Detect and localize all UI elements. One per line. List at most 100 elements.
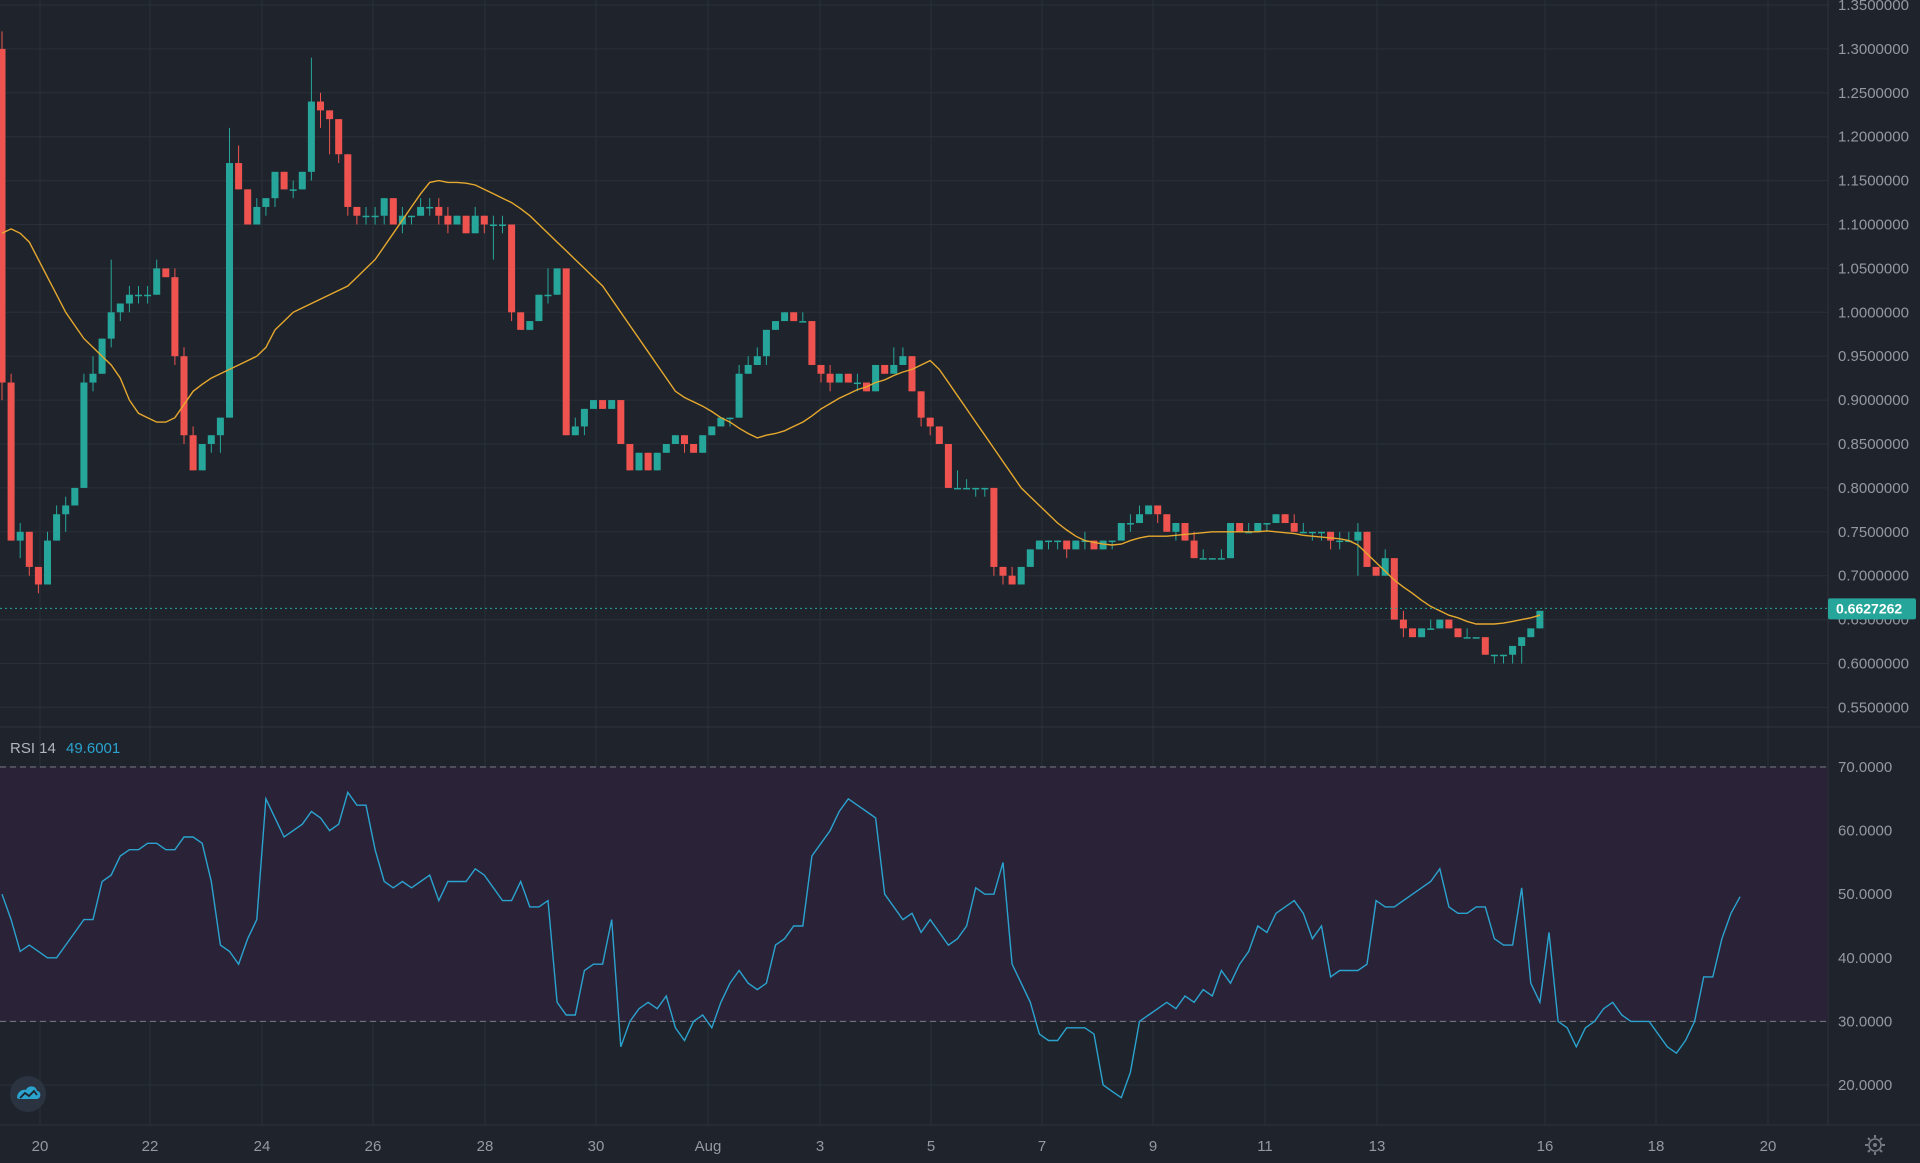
candle: [671, 435, 679, 444]
candle: [1217, 549, 1225, 560]
candle: [708, 426, 716, 436]
price-tick-label: 1.3500000: [1838, 0, 1909, 14]
candle: [244, 189, 252, 225]
candle: [781, 312, 789, 322]
candle: [317, 92, 324, 128]
candle: [1172, 523, 1180, 541]
candle: [817, 364, 825, 383]
candle: [1054, 540, 1062, 550]
price-tick-label: 1.0000000: [1838, 304, 1909, 321]
rsi-legend[interactable]: RSI 14 49.6001: [10, 740, 120, 757]
candle: [1363, 531, 1371, 567]
candle: [599, 400, 607, 409]
candle: [562, 268, 570, 436]
candle: [508, 224, 516, 322]
candle: [371, 206, 379, 225]
candle: [1409, 628, 1416, 638]
gear-icon[interactable]: [1865, 1135, 1885, 1155]
candle: [626, 444, 634, 471]
candle: [253, 198, 261, 225]
candle: [935, 426, 943, 444]
candle: [1290, 514, 1298, 532]
price-tick-label: 0.6000000: [1838, 656, 1909, 673]
rsi-line: [1, 790, 1741, 1099]
candle: [1399, 610, 1407, 638]
candle: [1208, 558, 1216, 560]
price-tick-label: 0.8500000: [1838, 436, 1909, 453]
candle: [990, 487, 998, 576]
candle: [207, 435, 215, 453]
candle: [125, 285, 133, 313]
rsi-tick-label: 60.0000: [1838, 823, 1892, 840]
candle: [653, 452, 661, 471]
candle: [116, 303, 124, 322]
candle: [872, 364, 880, 392]
candle: [1236, 523, 1244, 532]
candle: [1509, 645, 1517, 664]
candle: [1026, 549, 1034, 567]
candle: [517, 312, 525, 330]
time-tick-label: 11: [1257, 1138, 1273, 1155]
candle: [0, 31, 6, 401]
candle: [717, 417, 725, 427]
candle: [844, 373, 852, 383]
time-tick-label: 5: [927, 1138, 935, 1155]
time-tick-label: 22: [142, 1138, 159, 1155]
candle: [380, 198, 388, 225]
candle: [326, 110, 334, 155]
candle: [1136, 505, 1143, 524]
candle: [1299, 523, 1307, 534]
candle: [1427, 619, 1435, 630]
candle: [298, 171, 306, 190]
candle: [417, 198, 425, 216]
candle: [444, 206, 452, 234]
candle: [526, 321, 534, 330]
candle: [1418, 628, 1426, 638]
candle: [198, 444, 206, 471]
rsi-axis: 70.0000 60.0000 50.0000 40.0000 30.0000 20.00…: [1838, 759, 1892, 1094]
candle: [617, 400, 625, 444]
candle: [1181, 523, 1189, 541]
candle: [44, 531, 51, 585]
rsi-title: RSI 14: [10, 740, 56, 757]
candle: [216, 417, 224, 453]
candle: [608, 400, 616, 409]
candle: [34, 566, 42, 594]
price-tick-label: 0.7500000: [1838, 524, 1909, 541]
rsi-bounds: [0, 766, 1828, 1022]
current-price-label: 0.6627262: [1836, 600, 1902, 616]
candle: [280, 171, 288, 190]
time-tick-label: Aug: [695, 1138, 722, 1155]
candle: [1045, 540, 1052, 550]
rsi-tick-label: 20.0000: [1838, 1077, 1892, 1094]
tradingview-cloud-icon[interactable]: [10, 1076, 46, 1112]
current-price-tag: 0.6627262: [1828, 598, 1916, 620]
candle: [1063, 540, 1071, 559]
candle: [153, 259, 161, 295]
price-tick-label: 0.9000000: [1838, 392, 1909, 409]
candle: [1318, 531, 1325, 541]
candle: [1500, 654, 1507, 664]
candle: [890, 347, 898, 374]
candle: [908, 356, 916, 392]
candle: [1354, 523, 1362, 576]
candle: [1117, 523, 1125, 541]
time-tick-label: 3: [816, 1138, 824, 1155]
candle: [1017, 566, 1025, 585]
candle: [344, 154, 352, 216]
candle: [25, 531, 33, 576]
candle: [753, 347, 761, 365]
candle: [426, 198, 434, 216]
candle: [1245, 523, 1253, 534]
candle: [353, 206, 361, 225]
candle: [1099, 540, 1107, 550]
candle: [1527, 628, 1535, 638]
candle: [699, 435, 707, 453]
candle: [335, 119, 343, 164]
rsi-band: [0, 767, 1828, 1022]
price-tick-label: 0.9500000: [1838, 348, 1909, 365]
rsi-tick-label: 40.0000: [1838, 950, 1892, 967]
candle: [1254, 523, 1262, 532]
candle: [471, 206, 479, 234]
